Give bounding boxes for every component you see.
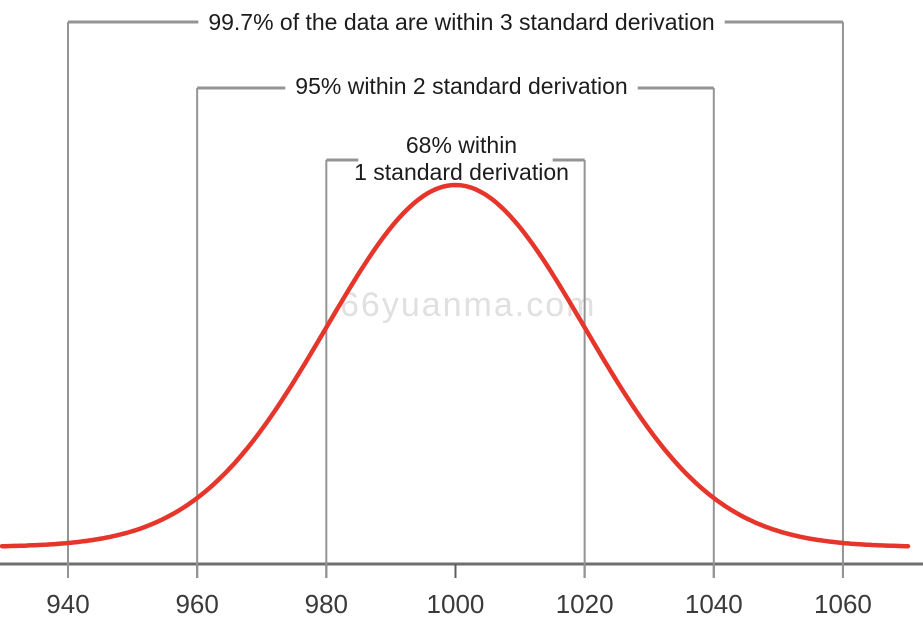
- x-axis-label-1060: 1060: [814, 589, 872, 619]
- x-axis-label-960: 960: [175, 589, 219, 619]
- watermark: 66yuanma.com: [340, 286, 597, 324]
- x-axis-label-1040: 1040: [684, 589, 743, 619]
- x-axis-label-980: 980: [304, 589, 348, 619]
- bell-curve: [0, 182, 911, 549]
- x-axis-label-1000: 1000: [426, 589, 485, 619]
- x-axis-label-940: 940: [46, 589, 90, 619]
- x-axis-label-1020: 1020: [555, 589, 614, 619]
